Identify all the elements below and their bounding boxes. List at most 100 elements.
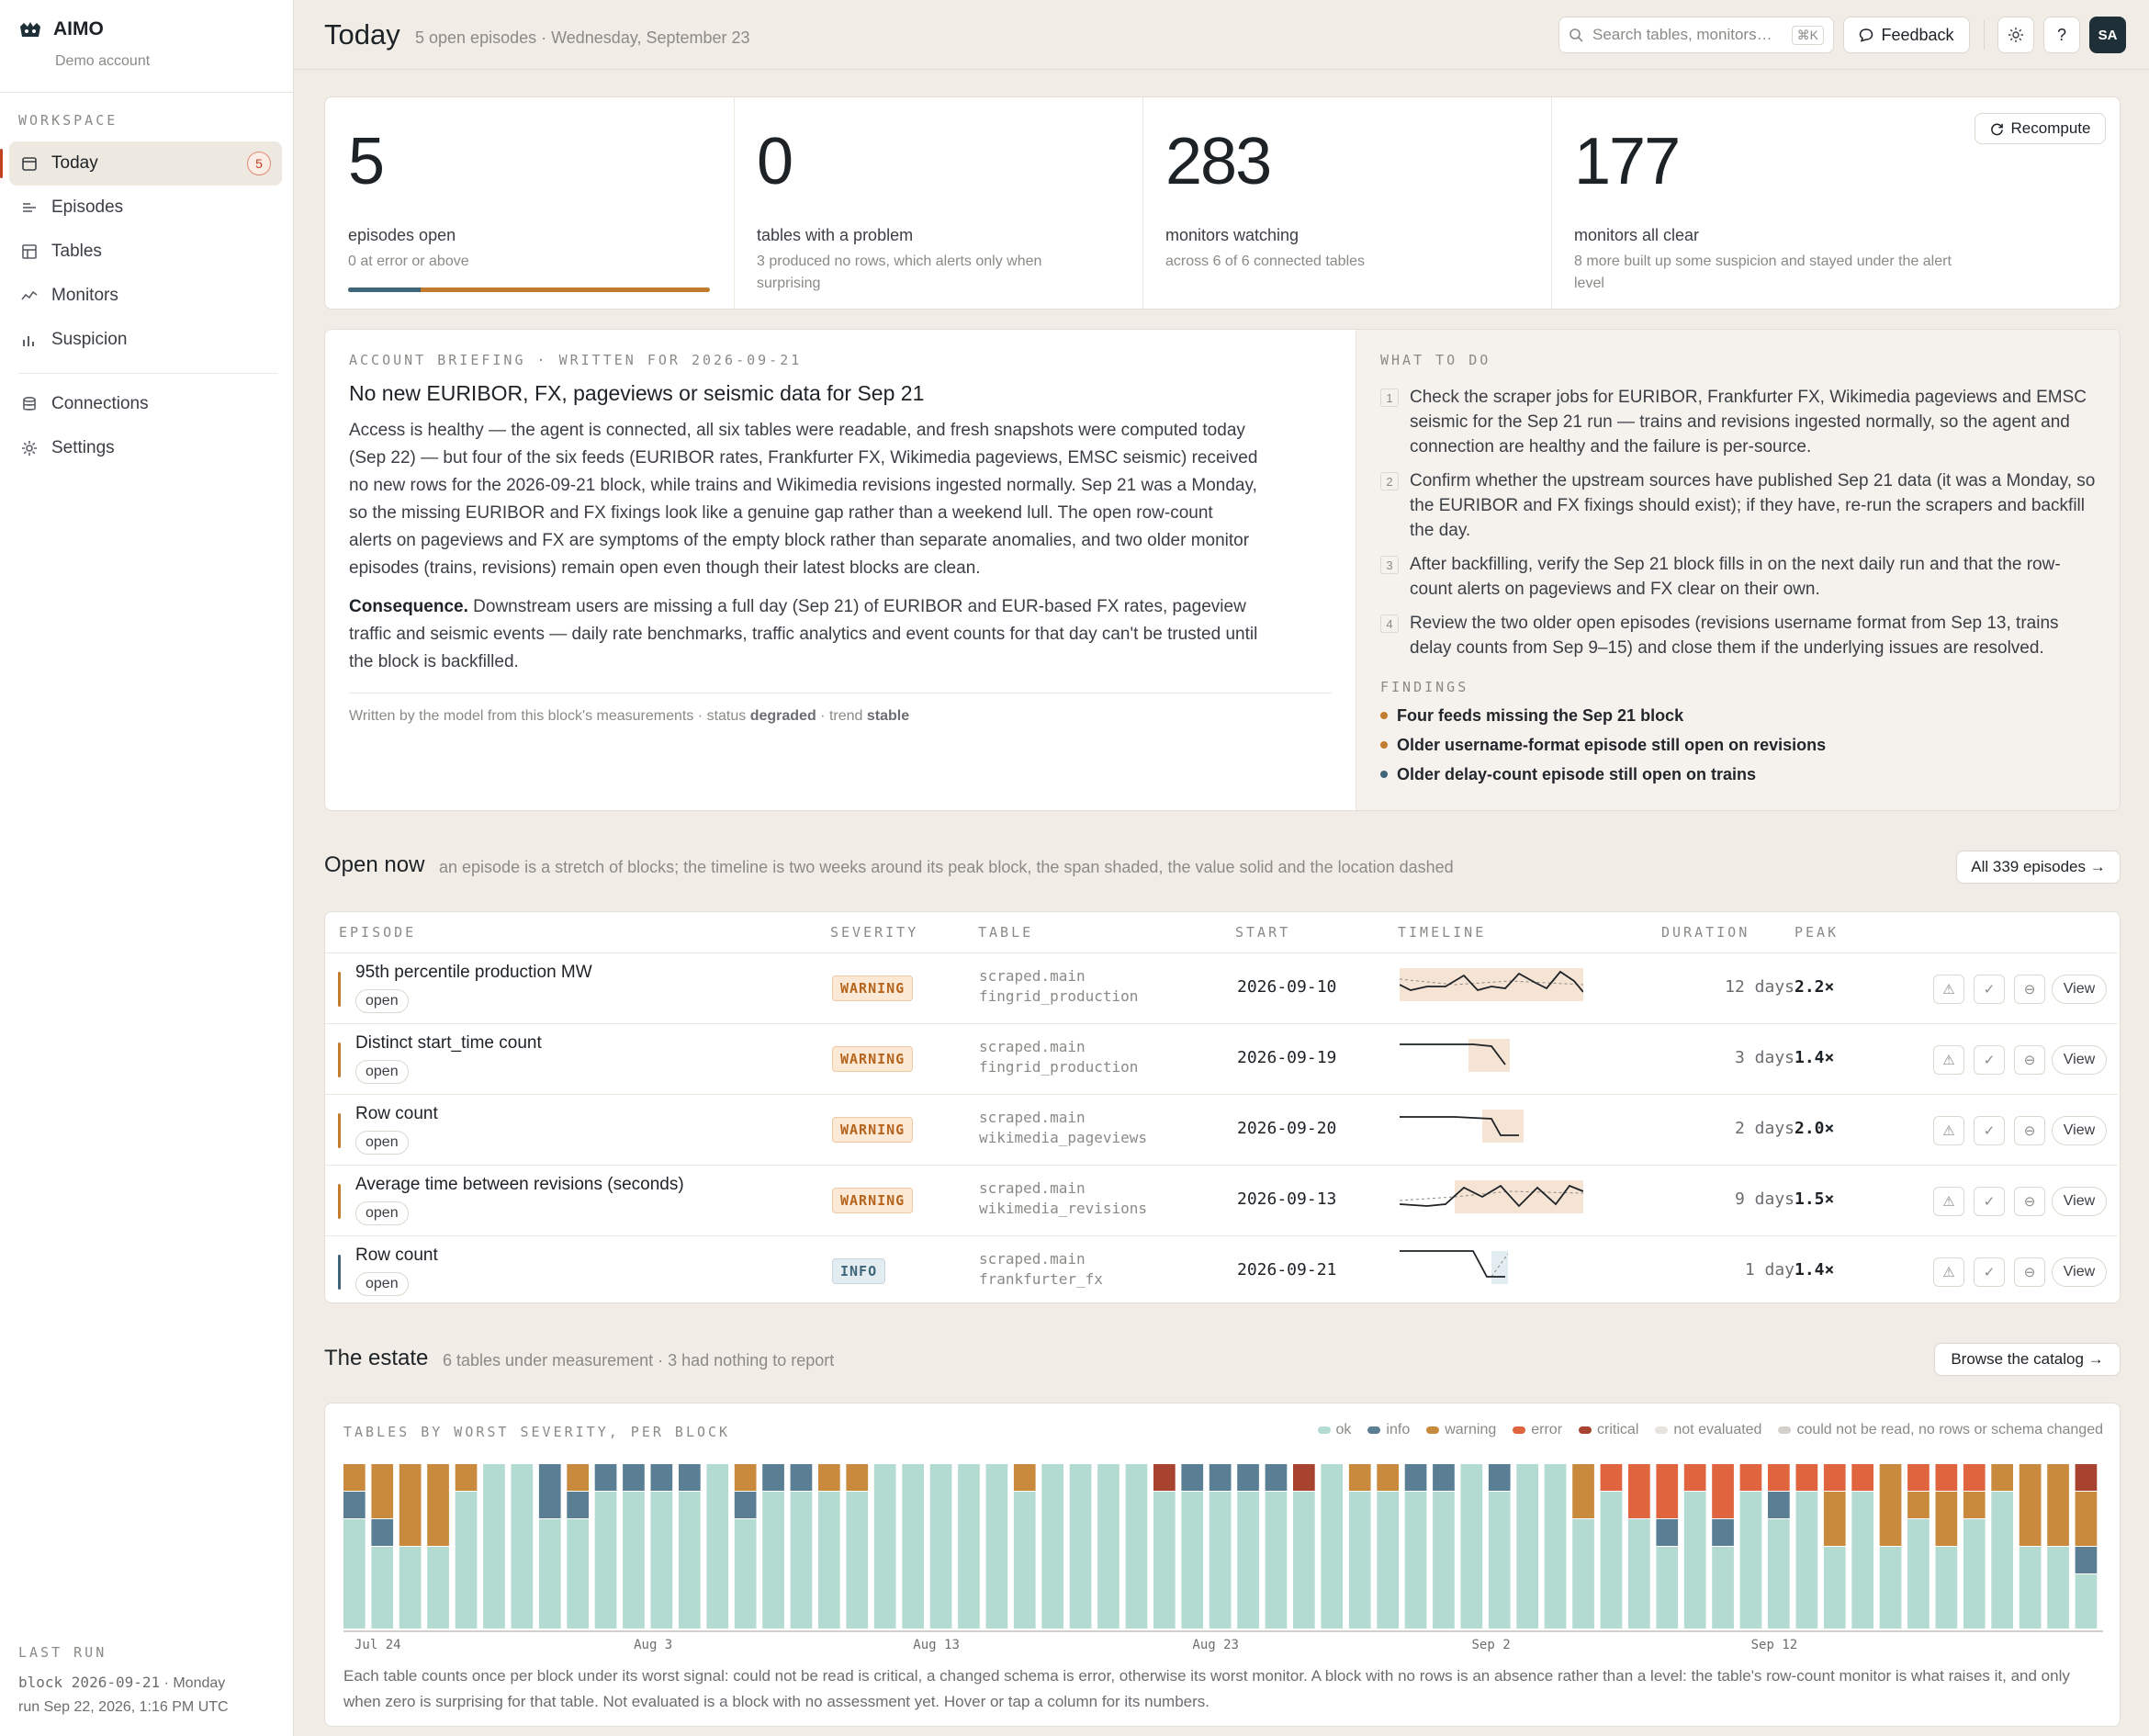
chart-column[interactable] [343, 1464, 366, 1629]
escalate-button[interactable]: ⚠ [1933, 1257, 1964, 1287]
column-header[interactable]: SEVERITY [830, 924, 919, 941]
view-button[interactable]: View [2052, 1257, 2107, 1287]
chart-column[interactable] [650, 1464, 673, 1629]
view-button[interactable]: View [2052, 1187, 2107, 1216]
column-header[interactable]: TABLE [978, 924, 1034, 941]
episode-name[interactable]: Row count [355, 1104, 438, 1123]
chart-column[interactable] [1153, 1464, 1176, 1629]
recompute-button[interactable]: Recompute [1975, 113, 2106, 144]
episode-timeline-sparkline[interactable] [1400, 1178, 1583, 1215]
chart-column[interactable] [902, 1464, 924, 1629]
table-row[interactable]: Distinct start_time count open WARNING s… [325, 1023, 2118, 1094]
chart-column[interactable] [1907, 1464, 1930, 1629]
chart-column[interactable] [762, 1464, 784, 1629]
chart-column[interactable] [371, 1464, 394, 1629]
chart-column[interactable] [511, 1464, 534, 1629]
escalate-button[interactable]: ⚠ [1933, 1045, 1964, 1075]
chart-column[interactable] [873, 1464, 896, 1629]
table-ref[interactable]: scraped.main wikimedia_revisions [979, 1179, 1148, 1217]
chart-column[interactable] [1656, 1464, 1679, 1629]
column-header[interactable]: DURATION [1661, 924, 1750, 941]
episode-name[interactable]: 95th percentile production MW [355, 963, 592, 982]
chart-column[interactable] [1209, 1464, 1232, 1629]
chart-column[interactable] [567, 1464, 589, 1629]
all-episodes-button[interactable]: All 339 episodes → [1956, 851, 2121, 884]
chart-column[interactable] [985, 1464, 1008, 1629]
chart-column[interactable] [483, 1464, 505, 1629]
chart-column[interactable] [1823, 1464, 1846, 1629]
table-ref[interactable]: scraped.main fingrid_production [979, 967, 1139, 1005]
sidebar-item-episodes[interactable]: Episodes [9, 186, 282, 230]
chart-column[interactable] [1795, 1464, 1818, 1629]
chart-column[interactable] [958, 1464, 980, 1629]
chart-column[interactable] [846, 1464, 869, 1629]
chart-column[interactable] [1879, 1464, 1902, 1629]
table-row[interactable]: Average time between revisions (seconds)… [325, 1165, 2118, 1235]
chart-column[interactable] [1125, 1464, 1148, 1629]
table-row[interactable]: Row count open INFO scraped.main frankfur… [325, 1235, 2118, 1302]
chart-column[interactable] [734, 1464, 757, 1629]
chart-column[interactable] [1516, 1464, 1538, 1629]
chart-column[interactable] [1683, 1464, 1706, 1629]
chart-column[interactable] [594, 1464, 617, 1629]
chart-column[interactable] [1544, 1464, 1567, 1629]
chart-column[interactable] [1935, 1464, 1958, 1629]
chart-column[interactable] [1265, 1464, 1288, 1629]
mute-button[interactable]: ⊖ [2014, 975, 2045, 1004]
help-button[interactable]: ? [2043, 17, 2080, 53]
feedback-button[interactable]: Feedback [1843, 17, 1970, 53]
table-ref[interactable]: scraped.main wikimedia_pageviews [979, 1109, 1148, 1146]
chart-column[interactable] [1321, 1464, 1344, 1629]
episode-timeline-sparkline[interactable] [1400, 966, 1583, 1003]
episode-name[interactable]: Row count [355, 1246, 438, 1265]
chart-column[interactable] [2047, 1464, 2069, 1629]
resolve-button[interactable]: ✓ [1974, 1187, 2005, 1216]
chart-column[interactable] [1460, 1464, 1483, 1629]
episode-timeline-sparkline[interactable] [1400, 1037, 1583, 1074]
chart-column[interactable] [538, 1464, 561, 1629]
chart-column[interactable] [1293, 1464, 1315, 1629]
view-button[interactable]: View [2052, 975, 2107, 1004]
sidebar-item-suspicion[interactable]: Suspicion [9, 318, 282, 362]
chart-column[interactable] [1851, 1464, 1873, 1629]
chart-column[interactable] [399, 1464, 422, 1629]
table-ref[interactable]: scraped.main frankfurter_fx [979, 1250, 1103, 1288]
resolve-button[interactable]: ✓ [1974, 975, 2005, 1004]
sidebar-item-connections[interactable]: Connections [9, 382, 282, 426]
view-button[interactable]: View [2052, 1116, 2107, 1145]
chart-column[interactable] [427, 1464, 449, 1629]
chart-column[interactable] [455, 1464, 478, 1629]
column-header[interactable]: START [1235, 924, 1291, 941]
column-header[interactable]: EPISODE [339, 924, 417, 941]
chart-column[interactable] [1097, 1464, 1120, 1629]
chart-column[interactable] [1377, 1464, 1399, 1629]
resolve-button[interactable]: ✓ [1974, 1116, 2005, 1145]
chart-column[interactable] [1600, 1464, 1623, 1629]
mute-button[interactable]: ⊖ [2014, 1257, 2045, 1287]
table-row[interactable]: 95th percentile production MW open WARNI… [325, 953, 2118, 1023]
sidebar-item-settings[interactable]: Settings [9, 426, 282, 470]
episode-name[interactable]: Average time between revisions (seconds) [355, 1175, 684, 1194]
resolve-button[interactable]: ✓ [1974, 1045, 2005, 1075]
finding-item[interactable]: Four feeds missing the Sep 21 block [1380, 701, 2098, 730]
chart-column[interactable] [623, 1464, 645, 1629]
chart-column[interactable] [1628, 1464, 1650, 1629]
chart-column[interactable] [929, 1464, 952, 1629]
chart-column[interactable] [1181, 1464, 1204, 1629]
finding-item[interactable]: Older username-format episode still open… [1380, 730, 2098, 760]
mute-button[interactable]: ⊖ [2014, 1187, 2045, 1216]
episode-name[interactable]: Distinct start_time count [355, 1033, 542, 1053]
chart-column[interactable] [679, 1464, 701, 1629]
episode-timeline-sparkline[interactable] [1400, 1249, 1583, 1286]
escalate-button[interactable]: ⚠ [1933, 975, 1964, 1004]
chart-column[interactable] [1348, 1464, 1371, 1629]
table-ref[interactable]: scraped.main fingrid_production [979, 1038, 1139, 1076]
escalate-button[interactable]: ⚠ [1933, 1187, 1964, 1216]
view-button[interactable]: View [2052, 1045, 2107, 1075]
sidebar-item-today[interactable]: Today 5 [0, 141, 282, 186]
search-input[interactable]: Search tables, monitors… ⌘K [1558, 17, 1834, 53]
chart-column[interactable] [1237, 1464, 1259, 1629]
chart-column[interactable] [706, 1464, 729, 1629]
chart-column[interactable] [1991, 1464, 2013, 1629]
chart-column[interactable] [1963, 1464, 1986, 1629]
